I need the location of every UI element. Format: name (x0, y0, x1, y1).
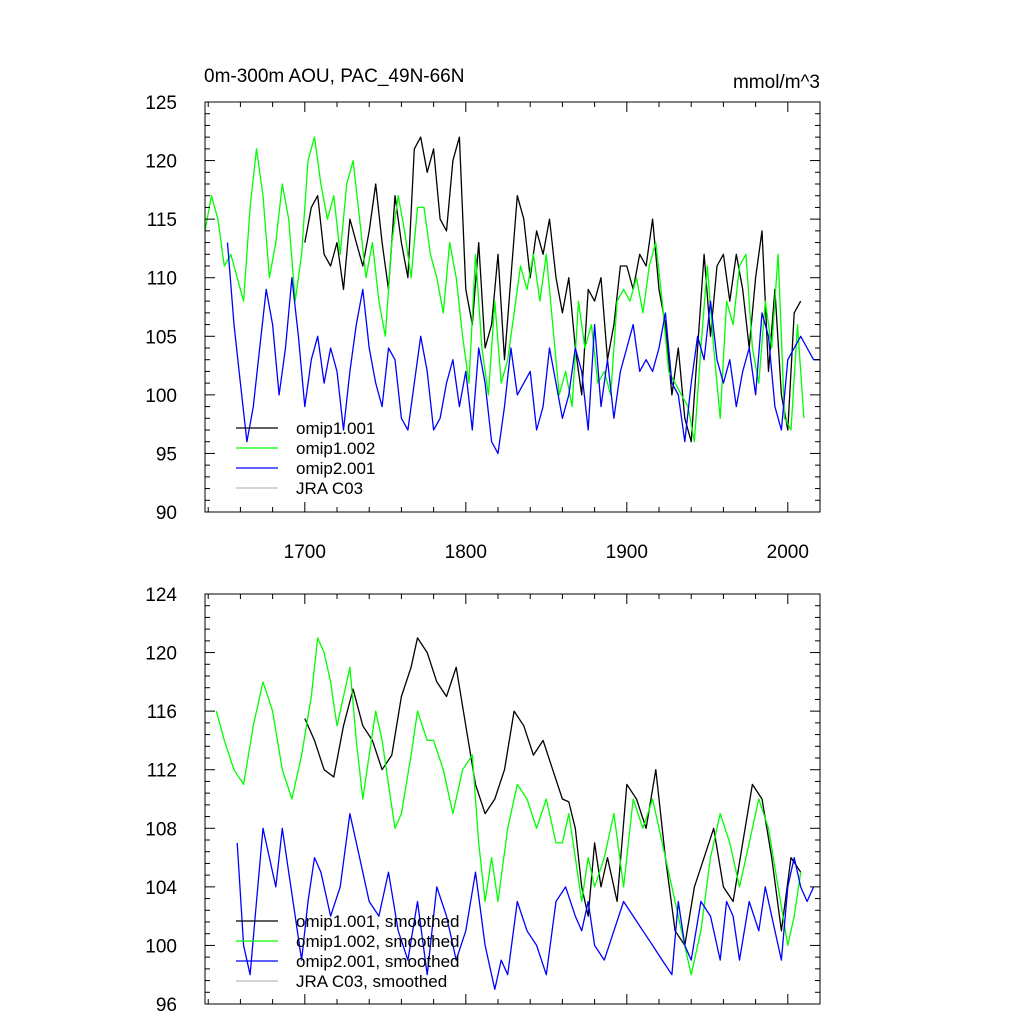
top-panel: 0m-300m AOU, PAC_49N-66N mmol/m^3 90 95 10… (145, 66, 821, 563)
y-tick-label: 112 (147, 761, 177, 782)
series-line-omip2-001-smoothed (236, 812, 815, 991)
bottom-panel-series (215, 637, 815, 991)
series-line-omip1-002 (204, 136, 805, 443)
series-line-omip1-001-smoothed (304, 637, 802, 947)
y-tick-label: 95 (156, 444, 177, 465)
y-tick-label: 115 (147, 210, 177, 231)
x-tick-label: 1900 (606, 542, 648, 563)
y-tick-label: 108 (145, 819, 177, 840)
y-tick-label: 104 (145, 878, 177, 899)
y-tick-label: 96 (156, 995, 177, 1016)
bottom-panel: 96 100 104 108 112 116 120 124 omip1.001, smoot… (145, 585, 821, 1016)
y-tick-label: 110 (147, 269, 177, 290)
x-tick-label: 2000 (767, 542, 809, 563)
y-tick-label: 100 (145, 936, 177, 957)
legend-label: omip1.002, smoothed (296, 932, 460, 951)
series-line-omip1-002-smoothed (215, 637, 802, 976)
x-tick-label: 1700 (284, 542, 326, 563)
top-panel-units: mmol/m^3 (733, 72, 820, 93)
y-tick-label: 120 (145, 152, 177, 173)
y-tick-label: 105 (145, 327, 177, 348)
bottom-panel-frame (204, 593, 821, 1005)
y-tick-label: 120 (145, 644, 177, 665)
y-tick-label: 124 (145, 585, 177, 606)
series-line-omip1-001 (304, 136, 802, 443)
legend-label: omip1.002 (296, 439, 375, 458)
legend-label: omip1.001, smoothed (296, 912, 460, 931)
legend-label: omip2.001 (296, 459, 375, 478)
legend-label: JRA C03 (296, 479, 363, 498)
top-panel-axes: 90 95 100 105 110 115 120 125 1700 1800 1900 2000 (145, 93, 821, 563)
y-tick-label: 116 (147, 702, 177, 723)
series-line-omip2-001 (226, 242, 820, 455)
y-tick-label: 125 (145, 93, 177, 114)
top-panel-frame (204, 101, 821, 513)
legend-label: omip2.001, smoothed (296, 952, 460, 971)
legend-label: omip1.001 (296, 419, 375, 438)
legend-label: JRA C03, smoothed (296, 972, 447, 991)
top-panel-series (204, 136, 820, 455)
top-panel-title: 0m-300m AOU, PAC_49N-66N (204, 66, 464, 87)
x-tick-label: 1800 (445, 542, 487, 563)
y-tick-label: 100 (145, 386, 177, 407)
y-tick-label: 90 (156, 503, 177, 524)
